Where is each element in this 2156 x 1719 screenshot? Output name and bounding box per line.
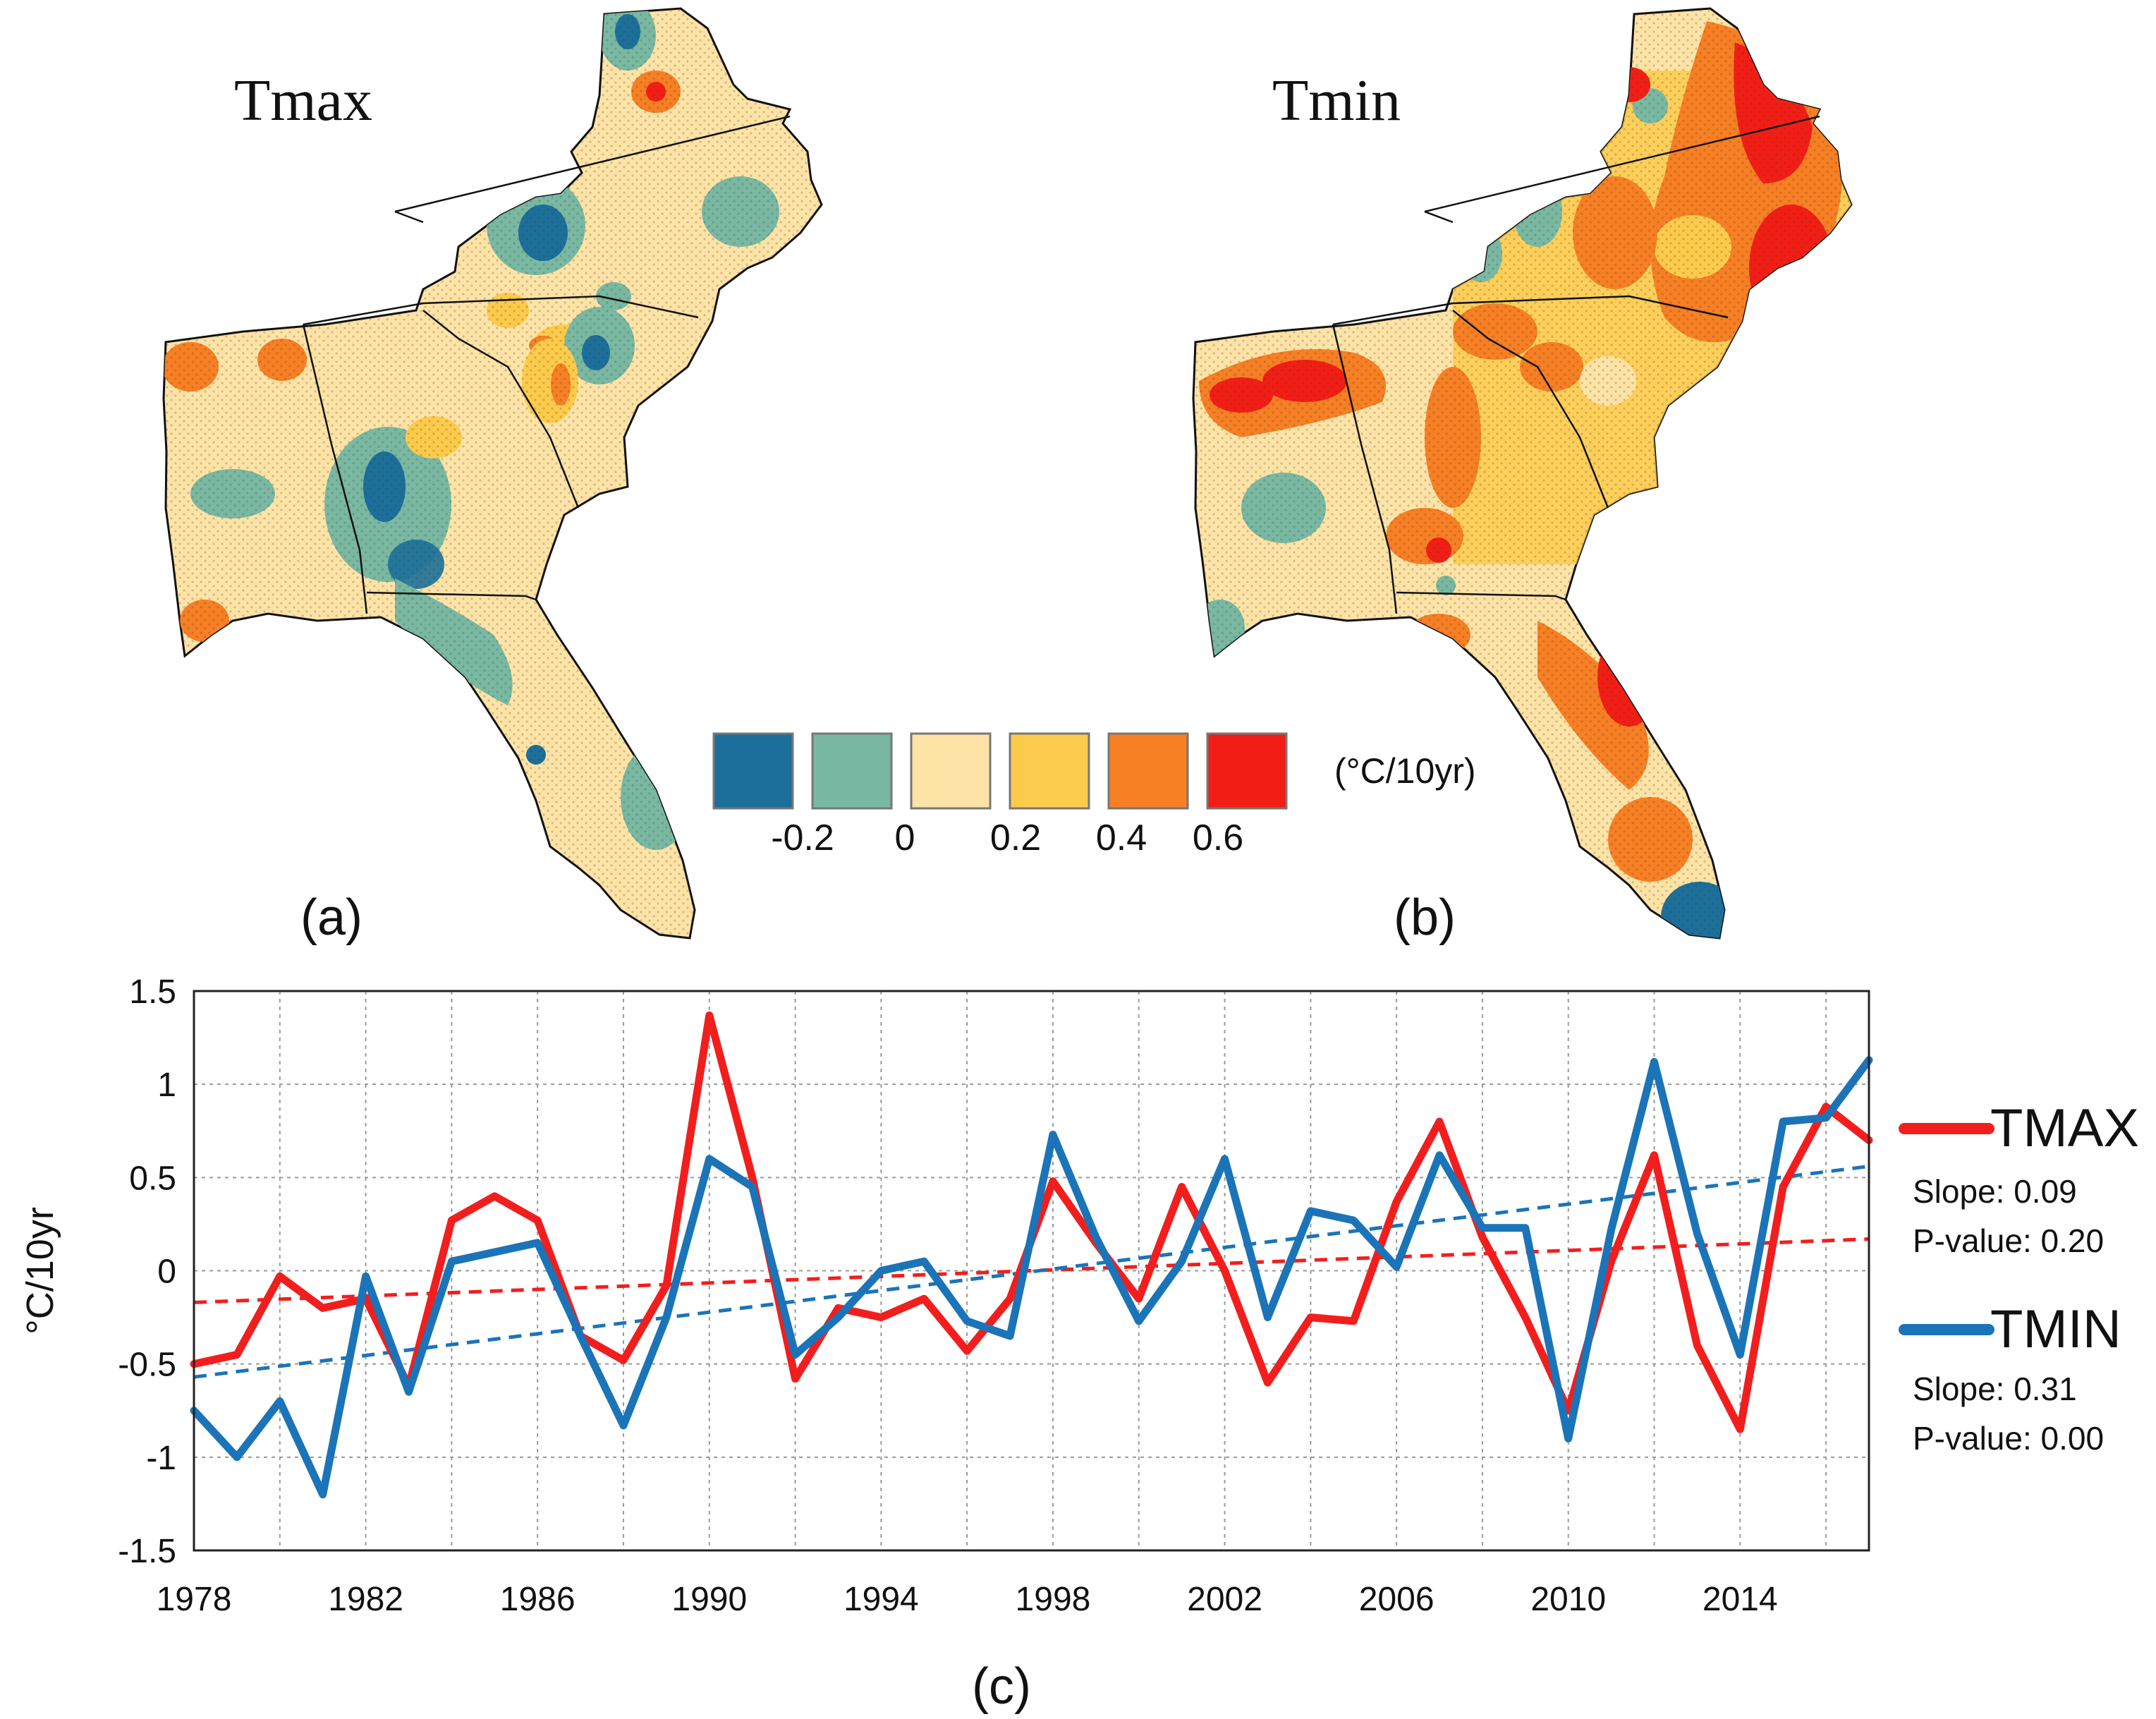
y-tick-label: 0 — [157, 1253, 176, 1291]
chart-legend: TMAX Slope: 0.09 P-value: 0.20 TMIN Slop… — [1899, 1098, 2139, 1457]
legend-slope-tmin: Slope: 0.31 — [1913, 1371, 2077, 1407]
map-a-borders — [302, 115, 791, 614]
chart-series-lines — [190, 1011, 1873, 1499]
map-b-fields — [1193, 8, 1851, 938]
y-tick-label: 1.5 — [129, 973, 176, 1011]
x-tick-label: 2002 — [1187, 1581, 1262, 1618]
legend-pvalue-tmax: P-value: 0.20 — [1913, 1222, 2104, 1259]
colorbar-tick-label: 0 — [895, 818, 915, 858]
chart-panel-label: (c) — [972, 1658, 1031, 1715]
x-axis-ticks: 1978 1982 1986 1990 1994 1998 2002 2006 2010 2014 — [157, 1581, 1778, 1618]
legend-pvalue-tmin: P-value: 0.00 — [1913, 1420, 2104, 1457]
map-b-title: Tmin — [1272, 68, 1401, 133]
trendline-tmax — [193, 1237, 1870, 1304]
y-axis-ticks: -1.5 -1 -0.5 0 0.5 1 1.5 — [118, 973, 176, 1570]
colorbar: -0.2 0 0.2 0.4 0.6 (°C/10yr) — [712, 732, 1476, 858]
map-b-borders — [1332, 115, 1820, 614]
legend-slope-tmax: Slope: 0.09 — [1913, 1173, 2077, 1210]
map-a-panel-label: (a) — [300, 889, 363, 946]
x-tick-label: 1990 — [671, 1581, 747, 1618]
colorbar-swatch-4 — [1009, 732, 1090, 810]
colorbar-swatch-1 — [712, 732, 794, 810]
y-tick-label: -1 — [146, 1440, 176, 1477]
x-tick-label: 1978 — [157, 1581, 232, 1618]
legend-label-tmax: TMAX — [1990, 1098, 2139, 1158]
map-b-panel-label: (b) — [1394, 889, 1456, 946]
x-tick-label: 1986 — [500, 1581, 575, 1618]
y-tick-label: 0.5 — [129, 1160, 176, 1197]
colorbar-swatch-3 — [910, 732, 992, 810]
colorbar-tick-label: -0.2 — [771, 818, 834, 858]
colorbar-tick-label: 0.6 — [1193, 818, 1243, 858]
map-b-tmin — [1192, 7, 1853, 940]
x-tick-label: 1994 — [843, 1581, 919, 1618]
x-tick-label: 1998 — [1016, 1581, 1091, 1618]
y-tick-label: 1 — [157, 1067, 176, 1104]
colorbar-unit: (°C/10yr) — [1334, 751, 1476, 791]
y-tick-label: -1.5 — [118, 1533, 176, 1570]
y-tick-label: -0.5 — [118, 1347, 176, 1384]
line-chart: -1.5-1-0.500.511.5 1978 1982 1986 1990 1994 1… — [19, 973, 2139, 1715]
colorbar-swatch-2 — [811, 732, 893, 810]
chart-trendlines — [193, 1164, 1870, 1379]
colorbar-swatch-5 — [1107, 732, 1189, 810]
trendline-tmin — [193, 1164, 1870, 1379]
map-a-title: Tmax — [234, 68, 372, 133]
y-axis-label: °C/10yr — [19, 1207, 61, 1335]
x-tick-label: 1982 — [328, 1581, 403, 1618]
colorbar-tick-label: 0.4 — [1096, 818, 1147, 858]
series-line-tmin — [190, 1056, 1873, 1499]
legend-label-tmin: TMIN — [1990, 1299, 2121, 1359]
colorbar-swatch-6 — [1206, 732, 1288, 810]
x-tick-label: 2014 — [1703, 1581, 1778, 1618]
colorbar-tick-label: 0.2 — [990, 818, 1041, 858]
x-tick-label: 2006 — [1359, 1581, 1435, 1618]
plot-frame — [193, 990, 1870, 1552]
x-tick-label: 2010 — [1530, 1581, 1606, 1618]
